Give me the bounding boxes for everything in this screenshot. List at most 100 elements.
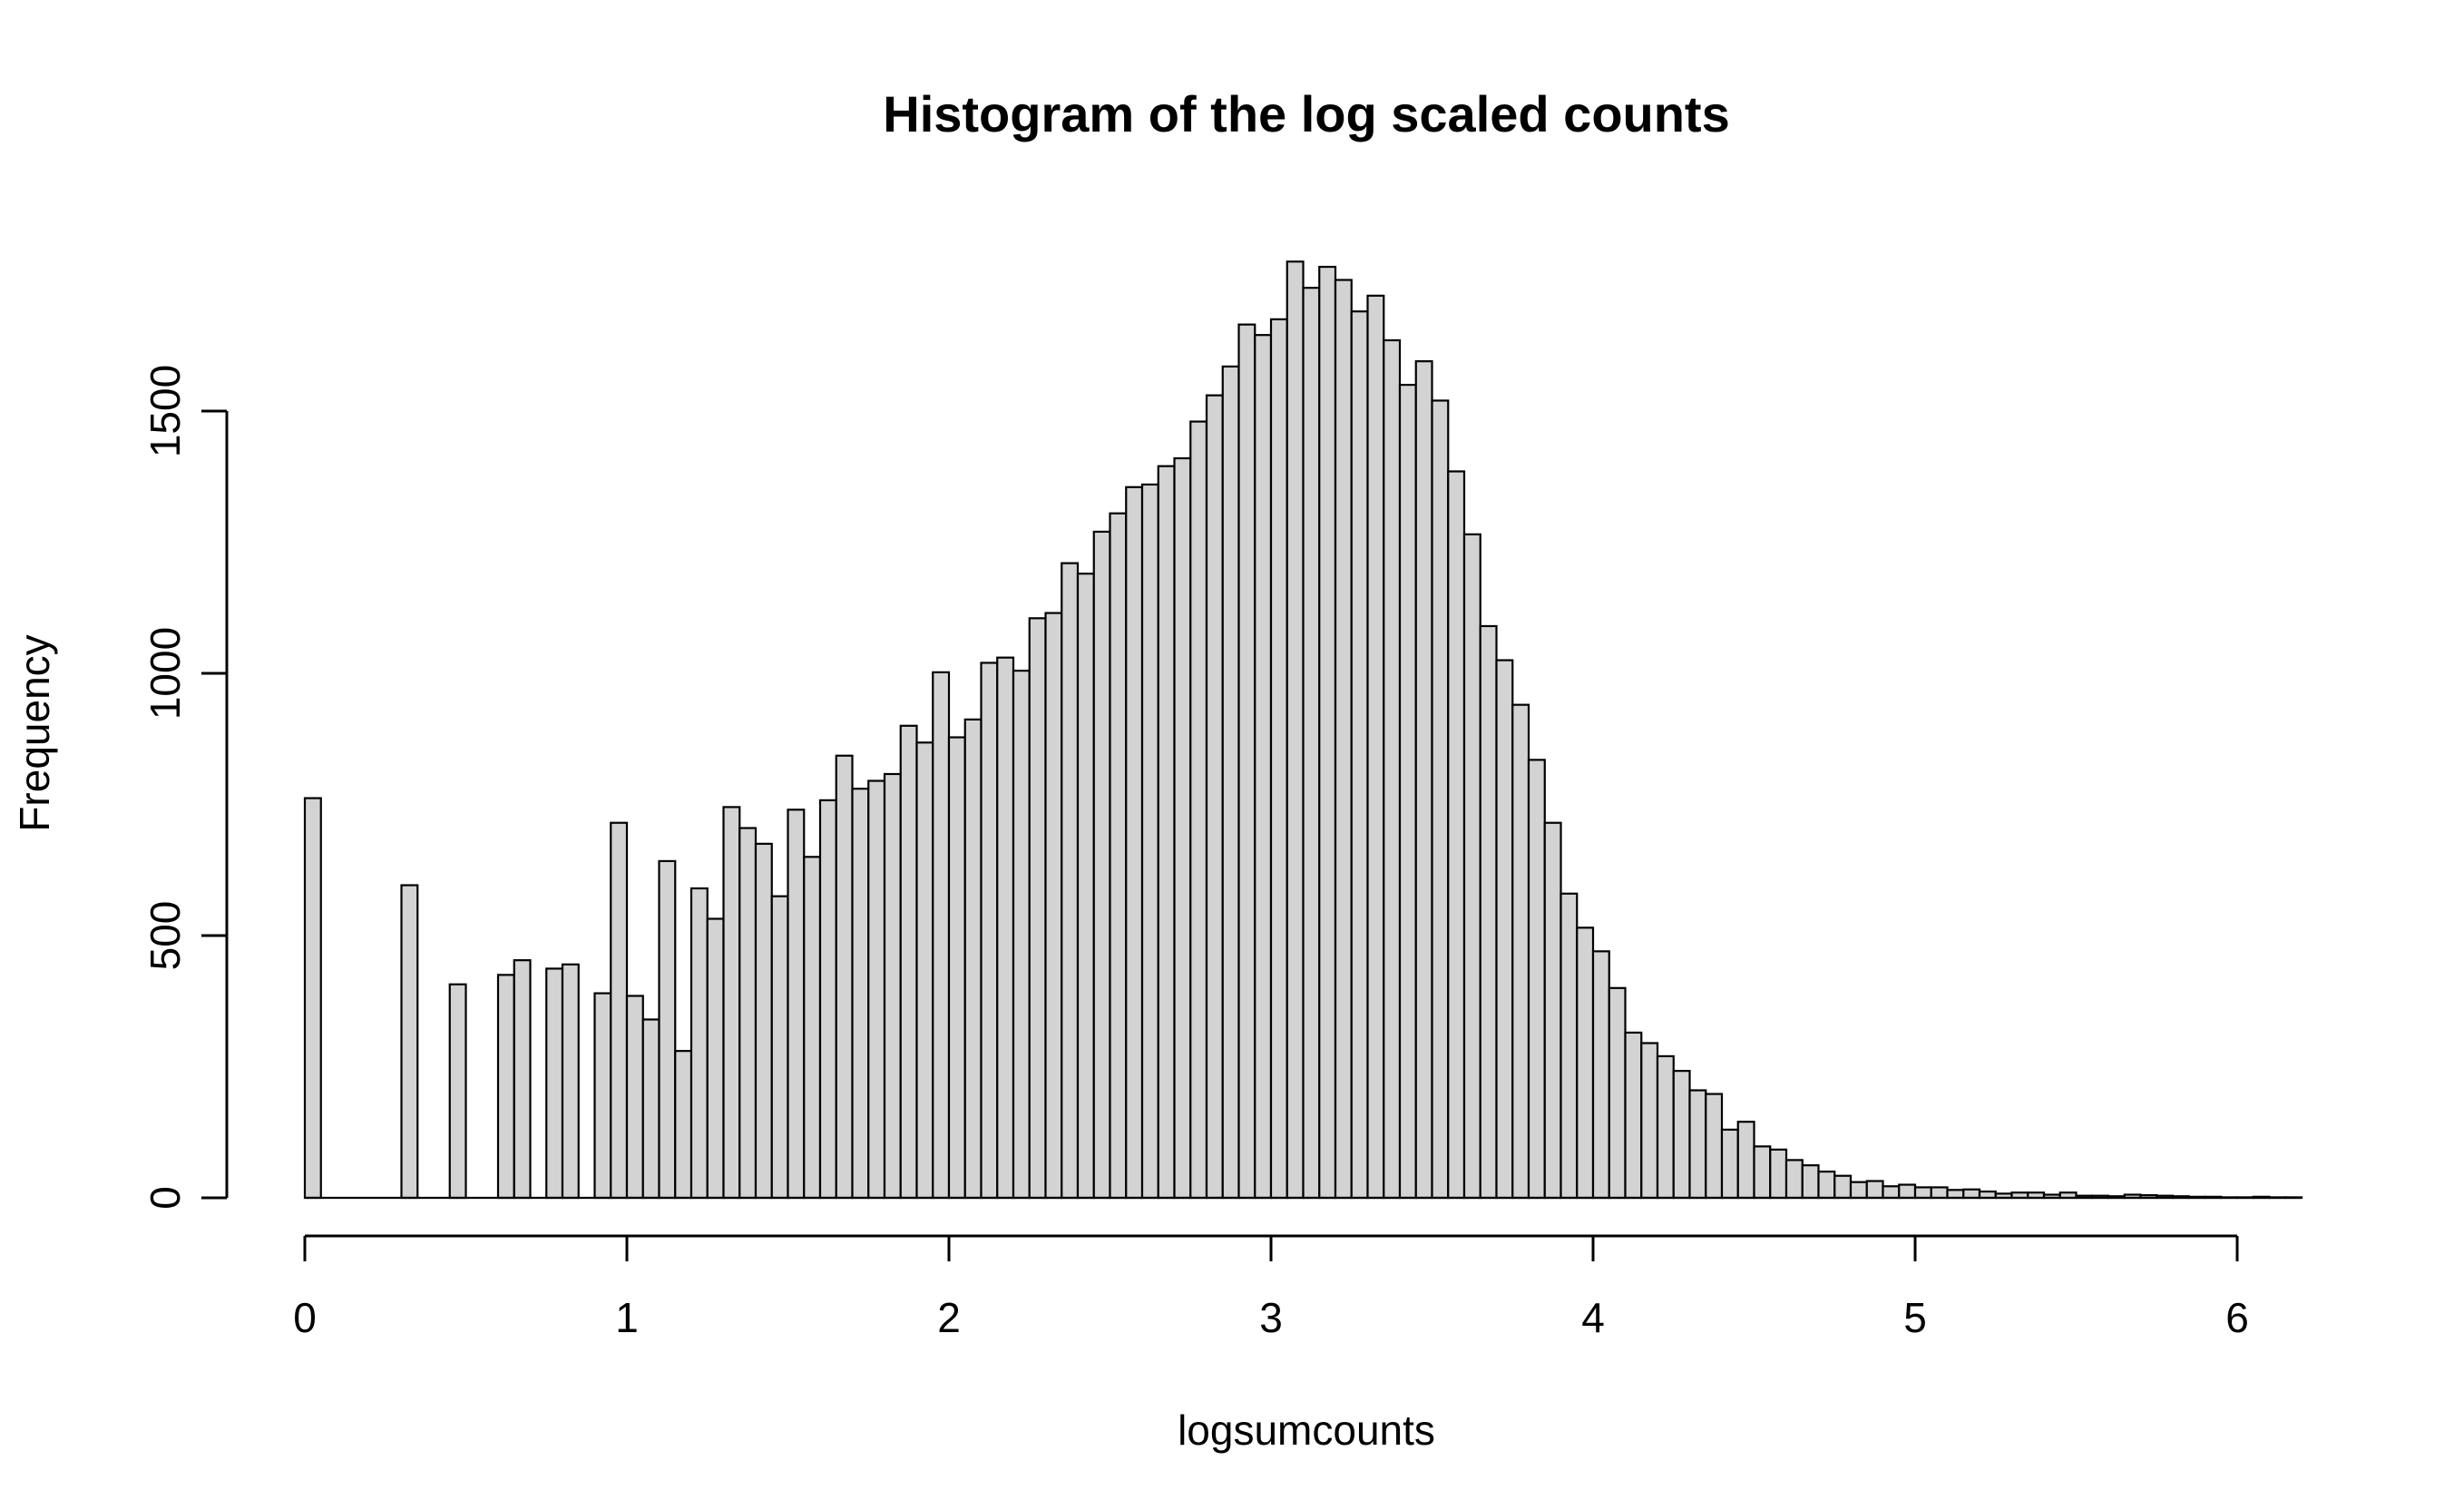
histogram-bar bbox=[851, 788, 870, 1200]
histogram-bar bbox=[1560, 892, 1579, 1200]
histogram-bar bbox=[1092, 530, 1111, 1200]
histogram-bar bbox=[1913, 1186, 1932, 1200]
x-axis-ticks: 0 1 2 3 4 5 6 bbox=[293, 1236, 2249, 1341]
histogram-bar bbox=[1962, 1188, 1981, 1200]
histogram-bar bbox=[658, 859, 677, 1200]
histogram-bar bbox=[963, 718, 983, 1200]
histogram-bar bbox=[1157, 465, 1176, 1200]
histogram-bar bbox=[1865, 1180, 1884, 1200]
histogram-bar bbox=[738, 827, 758, 1200]
histogram-bar bbox=[1576, 926, 1595, 1200]
histogram-bar bbox=[1109, 512, 1128, 1200]
histogram-bar bbox=[1511, 703, 1530, 1200]
histogram-bar bbox=[1656, 1054, 1675, 1200]
histogram-bar bbox=[1591, 950, 1610, 1200]
histogram-bar bbox=[1237, 323, 1256, 1200]
histogram-bar bbox=[1736, 1121, 1755, 1200]
histogram-bar bbox=[835, 754, 854, 1200]
y-tick-label: 1500 bbox=[142, 365, 189, 457]
histogram-bar bbox=[1125, 485, 1144, 1200]
histogram-bar bbox=[1882, 1185, 1901, 1200]
histogram-bar bbox=[1318, 265, 1337, 1200]
histogram-bar bbox=[1431, 399, 1450, 1200]
histogram-bar bbox=[754, 842, 773, 1200]
histogram-bar bbox=[1817, 1170, 1836, 1200]
histogram-bar bbox=[818, 799, 837, 1200]
x-tick-label: 6 bbox=[2225, 1294, 2249, 1341]
histogram-bar bbox=[1028, 617, 1047, 1200]
histogram-bar bbox=[1302, 287, 1321, 1200]
histogram-bar bbox=[1640, 1042, 1659, 1200]
histogram-bar bbox=[674, 1050, 693, 1200]
histogram-bar bbox=[867, 779, 886, 1200]
histogram-bar bbox=[1366, 294, 1385, 1200]
histogram-bar bbox=[641, 1018, 660, 1200]
x-tick-label: 3 bbox=[1259, 1294, 1283, 1341]
histogram-bar bbox=[980, 662, 999, 1200]
histogram-bar bbox=[689, 887, 709, 1200]
y-tick-label: 0 bbox=[142, 1186, 189, 1210]
histogram-bar bbox=[593, 992, 612, 1200]
histogram-bar bbox=[1527, 759, 1546, 1200]
histogram-bar bbox=[1350, 310, 1369, 1200]
y-axis-ticks: 0 500 1000 1500 bbox=[142, 365, 227, 1210]
histogram-bar bbox=[1286, 260, 1305, 1200]
x-tick-label: 0 bbox=[293, 1294, 317, 1341]
histogram-bar bbox=[1769, 1148, 1788, 1200]
histogram-bar bbox=[883, 772, 902, 1200]
x-tick-label: 5 bbox=[1903, 1294, 1927, 1341]
histogram-bar bbox=[1189, 420, 1208, 1200]
x-tick-label: 2 bbox=[937, 1294, 961, 1341]
histogram-bar bbox=[915, 741, 934, 1200]
histogram-bar bbox=[1044, 612, 1063, 1200]
histogram-bar bbox=[561, 963, 580, 1200]
histogram-bar bbox=[1688, 1089, 1707, 1200]
histogram-bar bbox=[1608, 986, 1627, 1200]
histogram-bar bbox=[1946, 1189, 1965, 1200]
histogram-bar bbox=[1012, 670, 1031, 1200]
histogram-bar bbox=[303, 797, 322, 1200]
histogram-bar bbox=[1140, 483, 1159, 1200]
histogram-bar bbox=[1269, 318, 1288, 1200]
histogram-bar bbox=[610, 821, 629, 1200]
histogram-bar bbox=[1061, 562, 1080, 1200]
histogram-bar bbox=[1720, 1128, 1739, 1200]
histogram-bar bbox=[400, 884, 419, 1200]
histogram-bar bbox=[1833, 1174, 1853, 1200]
histogram-bar bbox=[1414, 359, 1433, 1200]
histogram-bar bbox=[448, 983, 467, 1200]
histogram-bar bbox=[722, 806, 741, 1200]
histogram-bars bbox=[303, 260, 2303, 1200]
histogram-bar bbox=[1334, 279, 1353, 1200]
histogram-bar bbox=[1447, 470, 1466, 1200]
histogram-bar bbox=[1624, 1031, 1643, 1200]
histogram-bar bbox=[496, 974, 515, 1200]
histogram-bar bbox=[770, 895, 789, 1200]
chart-title: Histogram of the log scaled counts bbox=[883, 85, 1729, 142]
histogram-bar bbox=[1543, 821, 1562, 1200]
histogram-bar bbox=[1930, 1186, 1949, 1200]
histogram-bar bbox=[1398, 384, 1417, 1200]
histogram-bar bbox=[1849, 1181, 1868, 1200]
histogram-bar bbox=[1383, 338, 1402, 1200]
histogram-bar bbox=[899, 724, 918, 1200]
histogram-bar bbox=[1205, 394, 1224, 1200]
y-axis-label: Frequency bbox=[11, 634, 58, 831]
histogram-bar bbox=[1479, 624, 1498, 1200]
histogram-bar bbox=[1254, 334, 1273, 1200]
histogram-bar bbox=[1784, 1159, 1804, 1200]
histogram-bar bbox=[1705, 1093, 1724, 1200]
histogram-bar bbox=[625, 995, 644, 1200]
histogram-bar bbox=[706, 917, 725, 1200]
histogram-bar bbox=[1076, 573, 1095, 1200]
histogram-bar bbox=[803, 856, 822, 1200]
histogram-bar bbox=[1495, 659, 1514, 1200]
histogram-bar bbox=[545, 967, 564, 1200]
histogram-bar bbox=[932, 671, 951, 1200]
histogram-bar bbox=[947, 736, 966, 1200]
histogram-bar bbox=[1801, 1164, 1820, 1200]
x-tick-label: 4 bbox=[1581, 1294, 1605, 1341]
x-tick-label: 1 bbox=[615, 1294, 639, 1341]
histogram-bar bbox=[1462, 533, 1481, 1200]
